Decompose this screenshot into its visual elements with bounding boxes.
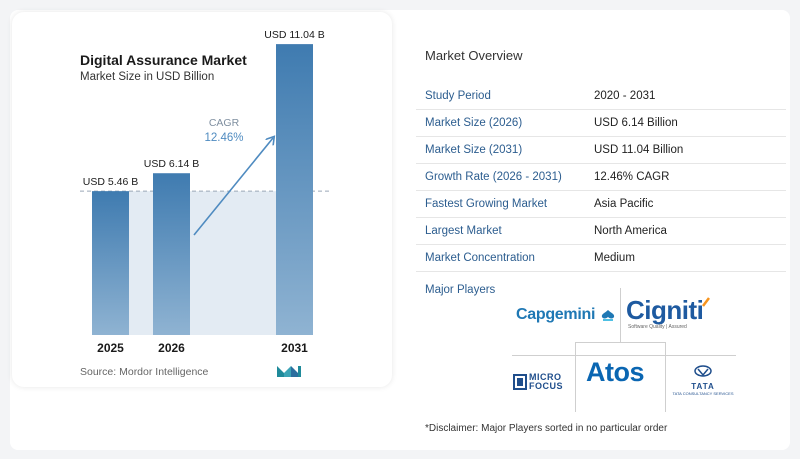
chart-subtitle: Market Size in USD Billion [80, 71, 215, 83]
overview-row-label: Study Period [425, 90, 491, 102]
data-label: USD 5.46 B [83, 176, 138, 188]
overview-row: Market Size (2026) USD 6.14 Billion [416, 111, 786, 137]
overview-row-value: USD 11.04 Billion [594, 144, 684, 156]
overview-row-value: North America [594, 225, 667, 237]
cagr-arrow [193, 138, 273, 236]
mordor-intelligence-logo [277, 366, 301, 377]
cagr-value: 12.46% [204, 132, 243, 144]
x-tick-label: 2026 [158, 341, 185, 355]
major-players-title: Major Players [425, 284, 496, 296]
overview-row-label: Market Size (2031) [425, 144, 523, 156]
overview-row-value: Medium [594, 252, 635, 264]
overview-row-label: Fastest Growing Market [425, 198, 548, 210]
tata-emblem-icon [694, 365, 712, 377]
disclaimer: *Disclaimer: Major Players sorted in no … [425, 423, 668, 434]
overview-row: Study Period 2020 - 2031 [416, 84, 786, 110]
bar-2031 [276, 44, 313, 336]
logo-divider [620, 288, 621, 342]
bar-2025 [92, 191, 129, 335]
x-tick-label: 2031 [281, 341, 308, 355]
overview-title: Market Overview [425, 48, 523, 63]
overview-row: Largest Market North America [416, 219, 786, 245]
overview-row-label: Largest Market [425, 225, 502, 237]
tcs-logo: TATA TATA CONSULTANCY SERVICES [668, 364, 738, 397]
overview-row: Market Size (2031) USD 11.04 Billion [416, 138, 786, 164]
overview-row-value: 2020 - 2031 [594, 90, 656, 102]
microfocus-mark-icon [513, 374, 527, 390]
data-label: USD 6.14 B [144, 158, 199, 170]
overview-row-label: Market Concentration [425, 252, 535, 264]
source-note: Source: Mordor Intelligence [80, 366, 209, 378]
bar-2026 [153, 173, 190, 335]
logo-divider [665, 342, 666, 412]
overview-row-value: 12.46% CAGR [594, 171, 670, 183]
chart-title: Digital Assurance Market [80, 52, 247, 68]
logo-divider [575, 342, 576, 412]
cigniti-accent-icon [702, 297, 710, 307]
overview-row: Market Concentration Medium [416, 246, 786, 272]
overview-row-label: Market Size (2026) [425, 117, 523, 129]
reference-band [129, 191, 276, 335]
logo-divider [512, 355, 736, 356]
spade-icon [601, 309, 614, 321]
overview-row-label: Growth Rate (2026 - 2031) [425, 171, 562, 183]
capgemini-logo: Capgemini [516, 306, 616, 324]
bar-chart: USD 5.46 B 2025 USD 6.14 B 2026 USD 11.04 B 2… [80, 29, 330, 355]
atos-logo: Atos [586, 357, 645, 387]
overview-row-value: Asia Pacific [594, 198, 654, 210]
x-tick-label: 2025 [97, 341, 124, 355]
data-label: USD 11.04 B [264, 29, 325, 41]
overview-row: Fastest Growing Market Asia Pacific [416, 192, 786, 218]
overview-row-value: USD 6.14 Billion [594, 117, 678, 129]
cigniti-logo: Cigniti Software Quality | Assured [626, 295, 704, 330]
overview-row: Growth Rate (2026 - 2031) 12.46% CAGR [416, 165, 786, 191]
logo-divider [575, 342, 666, 343]
cagr-label: CAGR [209, 117, 240, 129]
microfocus-logo: MICRO FOCUS [513, 373, 563, 391]
